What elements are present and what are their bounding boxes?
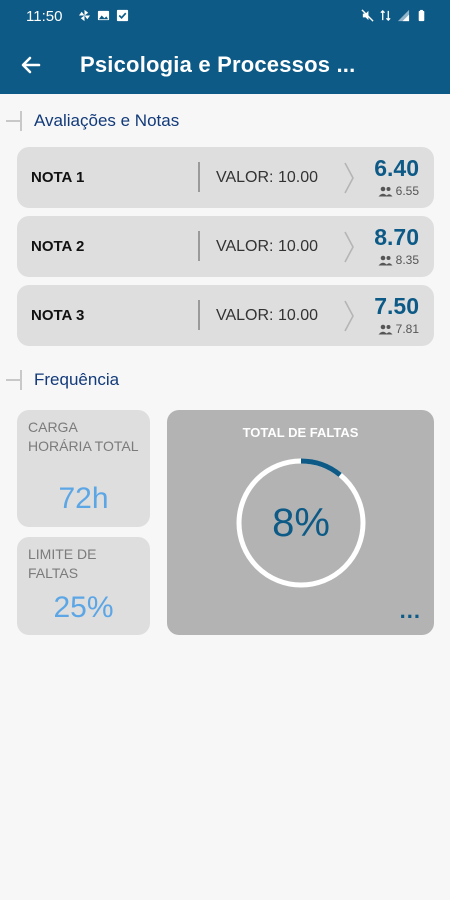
grade-class-average: 6.55	[378, 184, 419, 198]
back-button[interactable]	[14, 48, 48, 82]
grade-class-average: 8.35	[378, 253, 419, 267]
total-faltas-title: TOTAL DE FALTAS	[242, 425, 359, 440]
grade-name: NOTA 2	[31, 238, 85, 255]
grade-divider	[198, 231, 200, 261]
signal-icon	[397, 9, 410, 22]
grade-divider	[198, 300, 200, 330]
arrow-left-icon	[21, 56, 41, 74]
grade-valor: VALOR: 10.00	[216, 169, 318, 186]
frequency-section-title: Frequência	[34, 370, 120, 389]
battery-icon	[418, 9, 425, 22]
grade-class-average: 7.81	[378, 322, 419, 336]
status-right-icons	[361, 9, 428, 22]
status-left-icons	[78, 9, 129, 22]
section-divider	[6, 120, 22, 122]
grade-score: 6.40	[374, 155, 419, 181]
limite-faltas-card: Limite de Faltas 25%	[17, 537, 150, 635]
status-bar: 11:50	[0, 0, 450, 34]
limite-faltas-value: 25%	[53, 591, 114, 624]
section-tick	[20, 111, 22, 131]
checkbox-icon	[116, 9, 129, 22]
section-tick	[20, 370, 22, 390]
chevron-right-icon	[344, 162, 354, 194]
status-time: 11:50	[26, 8, 63, 25]
group-icon	[378, 255, 393, 265]
grade-class-average-value: 6.55	[395, 184, 419, 198]
grades-section-header: Avaliações e Notas	[0, 109, 450, 133]
grade-score: 7.50	[374, 293, 419, 319]
faltas-ring-progress	[300, 458, 342, 477]
frequency-section-header: Frequência	[0, 368, 450, 392]
grade-class-average-value: 7.81	[395, 322, 419, 336]
grade-card[interactable]: NOTA 1 VALOR: 10.00 6.40 6.55	[17, 147, 434, 208]
group-icon	[378, 186, 393, 196]
grade-score: 8.70	[374, 224, 419, 250]
total-faltas-card[interactable]: TOTAL DE FALTAS 8% ...	[167, 410, 434, 635]
group-icon	[378, 324, 393, 334]
grade-card[interactable]: NOTA 3 VALOR: 10.00 7.50 7.81	[17, 285, 434, 346]
data-icon	[380, 9, 391, 22]
limite-faltas-label: Limite de Faltas	[28, 546, 97, 581]
chevron-right-icon	[344, 300, 354, 332]
section-divider	[6, 379, 22, 381]
pinwheel-icon	[78, 9, 91, 22]
grade-valor: VALOR: 10.00	[216, 307, 318, 324]
faltas-progress-ring	[236, 458, 366, 588]
grade-divider	[198, 162, 200, 192]
more-options-button[interactable]: ...	[399, 598, 421, 623]
app-bar: Psicologia e Processos ...	[0, 34, 450, 94]
page-title: Psicologia e Processos ...	[80, 52, 356, 77]
image-icon	[97, 10, 110, 21]
carga-horaria-label: Carga Horária Total	[28, 419, 139, 454]
grades-section-title: Avaliações e Notas	[34, 111, 180, 130]
grade-class-average-value: 8.35	[395, 253, 419, 267]
grade-name: NOTA 3	[31, 307, 85, 324]
carga-horaria-value: 72h	[58, 482, 109, 515]
grade-valor: VALOR: 10.00	[216, 238, 318, 255]
mute-icon	[361, 9, 374, 22]
chevron-right-icon	[344, 231, 354, 263]
grade-card[interactable]: NOTA 2 VALOR: 10.00 8.70 8.35	[17, 216, 434, 277]
grade-name: NOTA 1	[31, 169, 85, 186]
total-faltas-value: 8%	[272, 500, 330, 545]
carga-horaria-card: Carga Horária Total 72h	[17, 410, 150, 527]
